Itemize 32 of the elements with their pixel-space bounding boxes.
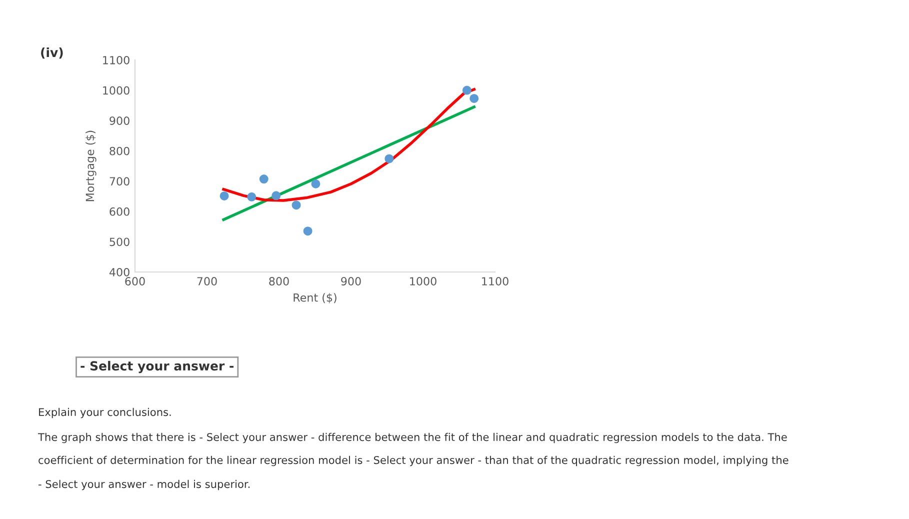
y-tick-label: 600 (110, 207, 130, 216)
chart-title: (iv) (41, 48, 63, 59)
y-tick-label: 1100 (103, 56, 130, 64)
y-axis-title: Mortgage ($) (86, 130, 96, 202)
point (303, 226, 312, 236)
point (311, 179, 320, 188)
point (247, 192, 256, 202)
text: - Select your answer - model is superior. (38, 480, 250, 490)
y-tick-label: 500 (110, 238, 130, 246)
x-tick-label: 900 (341, 277, 361, 286)
point (470, 94, 479, 103)
point (292, 200, 301, 210)
point (384, 154, 394, 164)
point (462, 86, 472, 95)
text: Explain your conclusions. (39, 408, 171, 418)
point (272, 191, 281, 200)
y-tick-label: 800 (110, 146, 130, 156)
text: - Select your answer - (80, 360, 234, 374)
y-tick-label: 900 (110, 116, 130, 125)
y-tick-label: 700 (110, 177, 130, 186)
y-tick-label: 1000 (103, 86, 130, 95)
x-tick-label: 800 (269, 277, 289, 286)
point (259, 174, 268, 184)
x-tick-label: 700 (197, 277, 217, 286)
text: coefficient of determination for the linear regression model is - Select your answer - than that of the quadratic regression model, implying the (38, 456, 788, 466)
text: The graph shows that there is - Select your answer - difference between the fit of the linear and quadratic regression models to the data. The (38, 432, 787, 444)
point (220, 191, 229, 200)
y-tick-label: 400 (109, 268, 130, 276)
x-tick-label: 600 (125, 277, 145, 286)
x-tick-label: 1100 (482, 277, 508, 286)
x-tick-label: 1000 (410, 277, 436, 286)
x-axis-title: Rent ($) (294, 293, 336, 304)
